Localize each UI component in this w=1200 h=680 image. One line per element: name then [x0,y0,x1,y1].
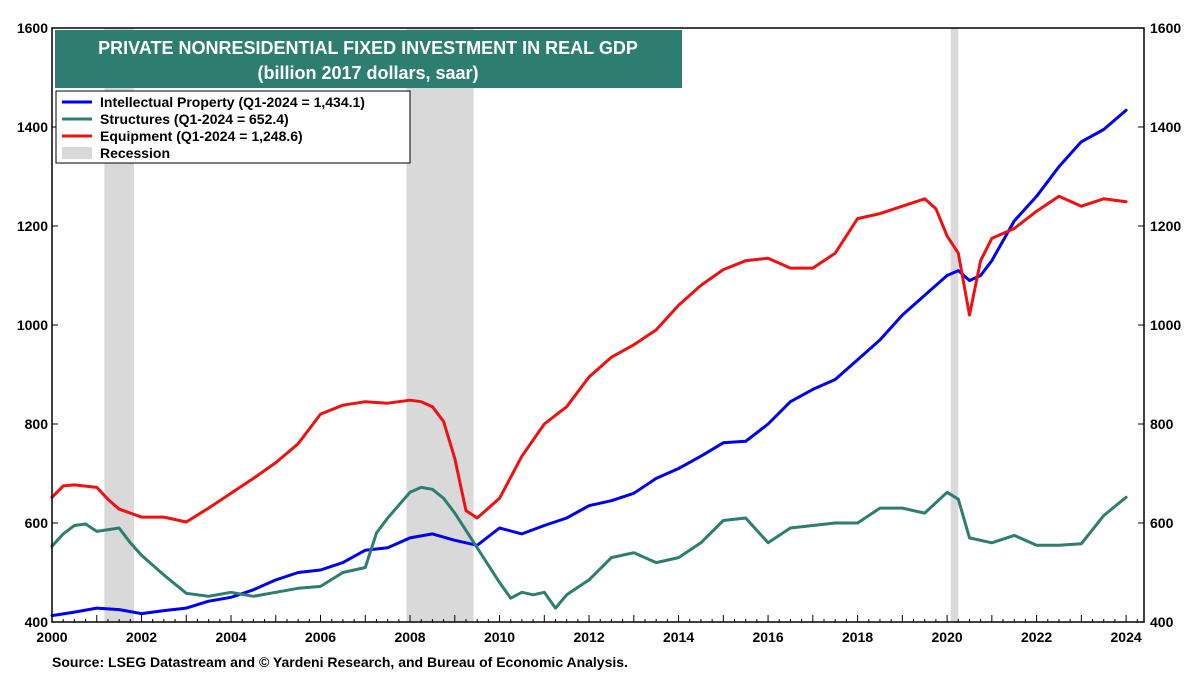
x-tick-label: 2012 [573,629,604,645]
source-note: Source: LSEG Datastream and © Yardeni Re… [52,654,628,670]
y-tick-label-right: 1000 [1150,317,1181,333]
x-tick-label: 2006 [305,629,336,645]
legend-label-2: Equipment (Q1-2024 = 1,248.6) [100,128,303,144]
y-tick-label-left: 1200 [17,218,48,234]
legend: Intellectual Property (Q1-2024 = 1,434.1… [55,90,411,164]
legend-swatch-recession [62,147,92,159]
chart-title: PRIVATE NONRESIDENTIAL FIXED INVESTMENT … [98,38,638,58]
x-axis: 2000 2002 2004 2006 2008 2010 2012 2014 2016 2018… [36,615,1142,645]
x-tick-label: 2016 [752,629,783,645]
title-background [55,30,682,88]
x-tick-label: 2018 [842,629,873,645]
x-tick-label: 2004 [215,629,246,645]
title-box: PRIVATE NONRESIDENTIAL FIXED INVESTMENT … [55,30,682,88]
y-tick-label-left: 1600 [17,20,48,36]
y-tick-label-left: 1400 [17,119,48,135]
y-tick-label-right: 1600 [1150,20,1181,36]
x-tick-label: 2022 [1021,629,1052,645]
y-axis-right: 400 600 800 1000 1200 1400 1600 [1138,20,1181,630]
legend-box [55,90,411,164]
y-tick-label-left: 400 [25,614,49,630]
y-tick-label-right: 600 [1150,515,1174,531]
x-tick-label: 2024 [1111,629,1142,645]
y-tick-label-left: 1000 [17,317,48,333]
series-line-structures [50,485,1128,610]
y-tick-label-right: 400 [1150,614,1174,630]
x-tick-label: 2020 [932,629,963,645]
x-tick-label: 2008 [394,629,425,645]
x-tick-label: 2010 [484,629,515,645]
series-line-equipment [50,194,1128,524]
recession-band-2 [950,28,959,622]
recession-band-1 [406,28,474,622]
legend-label-0: Intellectual Property (Q1-2024 = 1,434.1… [100,94,365,110]
chart-subtitle: (billion 2017 dollars, saar) [257,63,478,83]
y-tick-label-left: 600 [25,515,49,531]
y-tick-label-right: 1200 [1150,218,1181,234]
y-tick-label-right: 800 [1150,416,1174,432]
x-tick-label: 2014 [663,629,694,645]
x-tick-label: 2002 [126,629,157,645]
legend-label-3: Recession [100,145,170,161]
y-tick-label-left: 800 [25,416,49,432]
legend-label-1: Structures (Q1-2024 = 652.4) [100,111,289,127]
series-line-intellectual-property [50,108,1128,618]
x-tick-label: 2000 [36,629,67,645]
series-lines [50,108,1128,618]
y-tick-label-right: 1400 [1150,119,1181,135]
